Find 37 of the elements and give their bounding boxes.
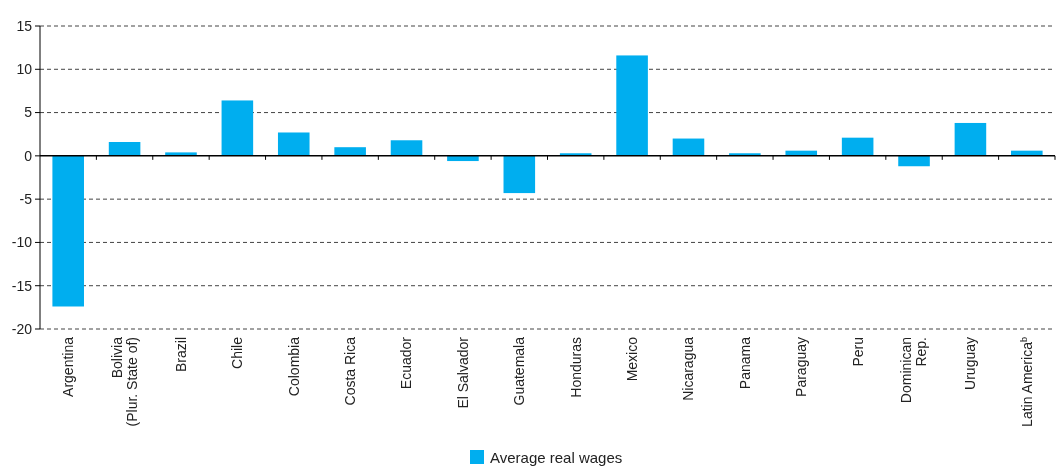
x-tick-label: Panama <box>736 336 753 390</box>
x-tick-label: Brazil <box>172 337 189 373</box>
x-tick-label: Ecuador <box>398 336 415 390</box>
y-tick-label: -10 <box>11 234 33 251</box>
x-tick-label: Uruguay <box>962 337 979 390</box>
x-tick-label: Bolivia (Plur. State of) <box>108 336 140 427</box>
y-tick-label: 5 <box>24 104 33 121</box>
y-tick-label: 15 <box>16 17 33 34</box>
y-tick-label: 0 <box>24 147 33 164</box>
x-tick-label: Nicaragua <box>680 336 697 401</box>
bar <box>334 147 366 156</box>
bar <box>221 100 254 156</box>
bar <box>108 142 141 156</box>
x-tick-label: Chile <box>229 336 246 369</box>
y-tick-label: -20 <box>11 320 33 337</box>
x-tick-label: Costa Rica <box>342 336 359 406</box>
x-tick-label: El Salvador <box>454 336 471 409</box>
bar <box>672 138 705 156</box>
bar <box>390 140 423 156</box>
y-tick-label: -15 <box>11 277 33 294</box>
legend-label: Average real wages <box>490 449 623 467</box>
x-tick-label: Dominican Rep. <box>898 337 930 404</box>
bar <box>616 55 648 156</box>
y-tick-label: 10 <box>16 61 33 78</box>
y-tick-label: -5 <box>19 191 33 208</box>
bar <box>503 155 536 194</box>
x-tick-label: Colombia <box>285 336 302 397</box>
bar <box>841 137 874 156</box>
x-tick-label: Guatemala <box>511 336 528 406</box>
bar <box>277 132 310 156</box>
x-tick-label: Peru <box>849 337 866 367</box>
x-tick-label: Paraguay <box>793 337 810 397</box>
x-tick-label: Honduras <box>567 337 584 398</box>
x-tick-label: Argentina <box>60 336 77 397</box>
x-tick-label: Mexico <box>623 336 640 382</box>
bar <box>52 155 84 307</box>
bar <box>954 122 987 156</box>
